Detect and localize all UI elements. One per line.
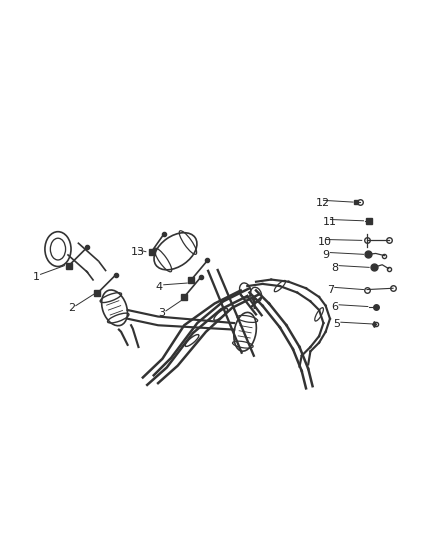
Text: 7: 7	[327, 285, 334, 295]
Text: 2: 2	[68, 303, 75, 313]
Text: 1: 1	[33, 271, 40, 281]
Text: 3: 3	[158, 308, 165, 318]
Text: 6: 6	[331, 302, 338, 312]
Text: 8: 8	[331, 263, 339, 273]
Text: 13: 13	[131, 247, 145, 257]
Text: 11: 11	[322, 217, 336, 227]
Text: 10: 10	[318, 237, 332, 247]
Text: 9: 9	[322, 250, 330, 260]
Text: 5: 5	[333, 319, 340, 329]
Text: 12: 12	[316, 198, 330, 207]
Text: 4: 4	[156, 282, 163, 292]
